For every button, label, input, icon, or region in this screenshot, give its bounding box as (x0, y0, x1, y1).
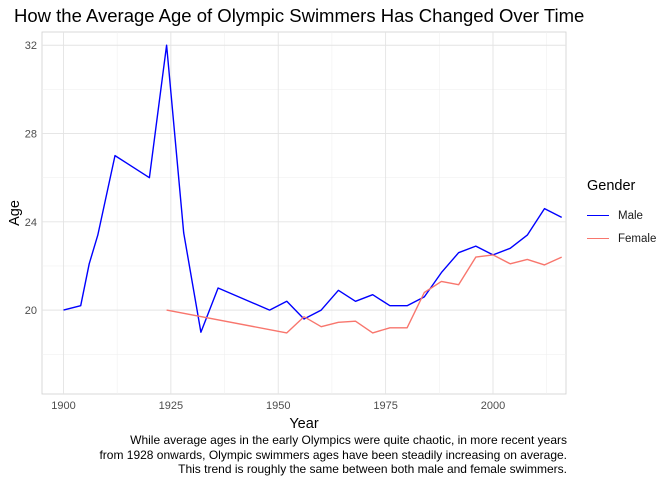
legend-item-female: Female (587, 227, 656, 250)
chart-title: How the Average Age of Olympic Swimmers … (14, 5, 585, 26)
series-line-female (166, 254, 562, 334)
legend-title: Gender (587, 178, 636, 194)
legend-key-female (587, 238, 609, 239)
caption-line: While average ages in the early Olympics… (130, 433, 567, 447)
legend-label-female: Female (618, 232, 657, 245)
x-tick-label: 1950 (266, 400, 290, 412)
y-tick-label: 32 (25, 40, 37, 52)
y-tick-label: 20 (25, 305, 37, 317)
series-line-male (63, 44, 563, 333)
series-lines (63, 44, 563, 334)
x-tick-label: 1975 (373, 400, 397, 412)
x-axis-label: Year (289, 416, 318, 432)
caption-line: from 1928 onwards, Olympic swimmers ages… (99, 447, 567, 462)
legend-item-male: Male (587, 204, 656, 227)
y-tick-label: 24 (25, 217, 37, 229)
legend-label-male: Male (618, 209, 643, 222)
grid-major (42, 32, 566, 394)
x-tick-label: 1925 (159, 400, 183, 412)
y-axis-label: Age (7, 200, 23, 226)
grid-minor (42, 32, 566, 394)
y-tick-label: 28 (25, 129, 37, 141)
plot-panel (41, 31, 567, 395)
legend-key-male (587, 215, 609, 216)
caption-line: This trend is roughly the same between b… (178, 462, 567, 476)
x-tick-label: 2000 (481, 400, 505, 412)
y-tick-labels: 20 24 28 32 (25, 40, 37, 317)
x-tick-labels: 1900 1925 1950 1975 2000 (51, 400, 505, 412)
legend: Gender Male Female (587, 178, 656, 250)
x-tick-label: 1900 (51, 400, 75, 412)
chart-caption: While average ages in the early Olympics… (7, 433, 567, 477)
